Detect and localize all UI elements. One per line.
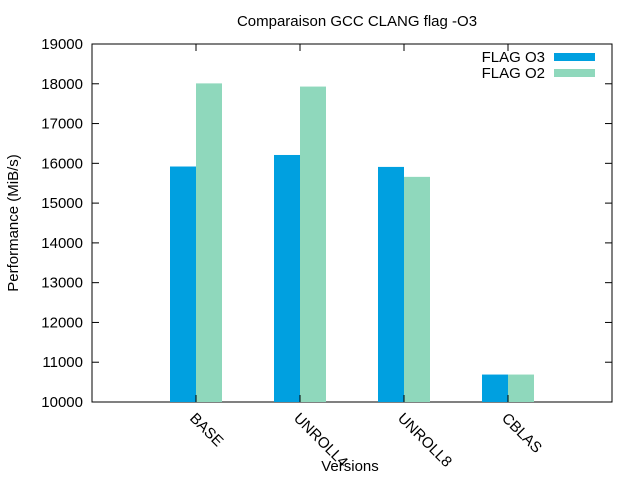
y-tick-label: 18000: [41, 76, 83, 93]
x-tick-label: CBLAS: [498, 410, 545, 457]
bar-unroll8-flag-o2: [404, 176, 430, 402]
y-tick-label: 15000: [41, 195, 83, 212]
legend-label: FLAG O3: [482, 49, 545, 66]
bar-cblas-flag-o3: [482, 374, 508, 402]
bar-unroll4-flag-o2: [300, 86, 326, 402]
bars-group: [170, 83, 534, 402]
y-tick-label: 13000: [41, 275, 83, 292]
plot-area-border: [91, 43, 613, 403]
y-tick-label: 10000: [41, 394, 83, 411]
x-axis-label: Versions: [321, 458, 379, 475]
x-axis: BASE UNROLL4 UNROLL8 CBLAS: [186, 44, 545, 471]
y-tick-label: 16000: [41, 155, 83, 172]
legend-swatch: [554, 53, 595, 61]
bar-unroll4-flag-o3: [274, 154, 300, 402]
y-tick-label: 11000: [42, 354, 83, 371]
bar-base-flag-o3: [170, 166, 196, 402]
y-axis: 10000 11000 12000 13000 14000 15000 16000 17000…: [41, 36, 612, 411]
legend-label: FLAG O2: [482, 65, 545, 82]
legend-swatch: [554, 69, 595, 77]
x-tick-label: UNROLL8: [394, 410, 455, 471]
y-tick-label: 12000: [41, 314, 83, 331]
bar-cblas-flag-o2: [508, 374, 534, 402]
y-axis-label: Performance (MiB/s): [5, 154, 22, 292]
y-tick-label: 17000: [41, 116, 83, 133]
y-tick-label: 14000: [41, 235, 83, 252]
x-tick-label: BASE: [186, 410, 226, 450]
bar-unroll8-flag-o3: [378, 166, 404, 402]
chart-title: Comparaison GCC CLANG flag -O3: [237, 13, 477, 30]
bar-base-flag-o2: [196, 83, 222, 402]
y-tick-label: 19000: [41, 36, 83, 53]
